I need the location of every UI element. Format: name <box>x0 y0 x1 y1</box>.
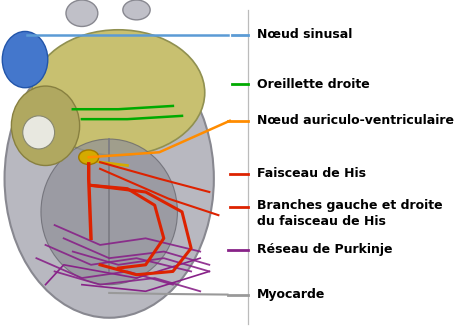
Ellipse shape <box>2 31 48 88</box>
Circle shape <box>79 150 99 165</box>
Ellipse shape <box>123 0 150 20</box>
Text: Oreillette droite: Oreillette droite <box>257 78 370 91</box>
Text: Branches gauche et droite
du faisceau de His: Branches gauche et droite du faisceau de… <box>257 199 443 228</box>
Text: Nœud sinusal: Nœud sinusal <box>257 28 353 41</box>
Ellipse shape <box>23 116 55 149</box>
Text: Réseau de Purkinje: Réseau de Purkinje <box>257 243 393 257</box>
Text: Nœud auriculo-ventriculaire: Nœud auriculo-ventriculaire <box>257 114 454 127</box>
Ellipse shape <box>5 40 214 318</box>
Ellipse shape <box>41 139 177 285</box>
Ellipse shape <box>11 86 80 166</box>
Text: Myocarde: Myocarde <box>257 288 325 301</box>
Ellipse shape <box>32 30 205 156</box>
Ellipse shape <box>66 0 98 26</box>
Text: Faisceau de His: Faisceau de His <box>257 167 366 180</box>
